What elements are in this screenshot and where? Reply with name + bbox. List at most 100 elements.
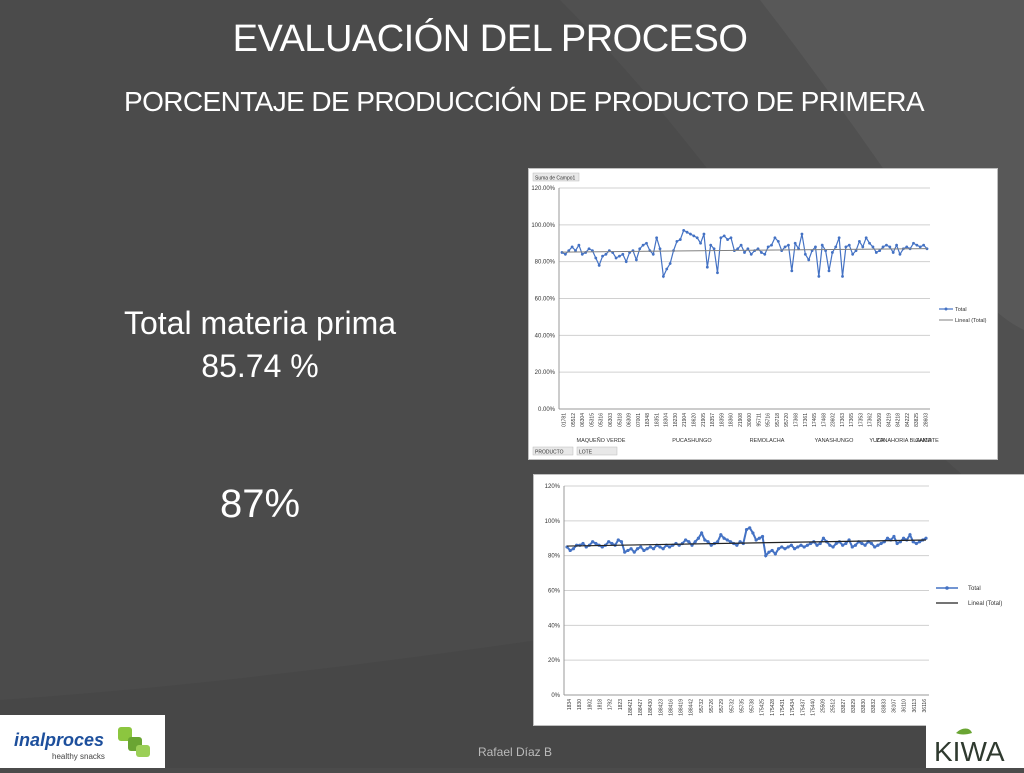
data-point [817, 275, 821, 278]
x-tick-label: 84218 [896, 413, 902, 427]
data-point [678, 238, 682, 241]
pivot-row-button [532, 446, 574, 456]
data-point [689, 232, 692, 236]
page-subtitle: PORCENTAJE DE PRODUCCIÓN DE PRODUCTO DE … [124, 86, 925, 117]
data-point [683, 538, 688, 542]
data-point [850, 545, 854, 549]
data-point [789, 543, 793, 547]
trend-line [561, 248, 928, 253]
data-point [885, 536, 890, 540]
data-point [834, 245, 838, 249]
data-point [799, 543, 803, 547]
data-point [601, 254, 604, 258]
kiwa-logo: KIWA [926, 725, 1024, 768]
data-point [702, 232, 706, 236]
data-point [770, 548, 774, 553]
data-point [614, 256, 618, 260]
data-point [911, 540, 915, 544]
x-tick-label: 95729 [719, 699, 725, 713]
group-label: YUCA [869, 438, 885, 444]
group-label: ZANAHORIA BLANCA [876, 438, 932, 444]
data-point [879, 541, 883, 546]
x-tick-label: 01781 [562, 413, 568, 427]
data-point [722, 234, 726, 238]
x-tick-label: 83827 [841, 699, 847, 713]
data-point [905, 245, 909, 249]
data-point [891, 251, 895, 254]
data-point [665, 267, 669, 271]
legend-total-marker [945, 586, 949, 590]
data-point [693, 540, 697, 544]
data-point [597, 263, 601, 267]
data-point [918, 245, 922, 249]
x-tick-label: 83829 [851, 699, 857, 713]
data-point [567, 249, 571, 253]
data-point [639, 545, 643, 549]
data-point [600, 545, 604, 549]
data-point [629, 547, 633, 551]
data-point [792, 547, 797, 551]
data-point [739, 243, 743, 247]
data-point [661, 547, 665, 551]
x-tick-label: 21908 [738, 413, 744, 427]
total-materia-value: 85.74 % [201, 348, 319, 384]
x-tick-label: 175434 [790, 699, 796, 716]
data-point [563, 252, 567, 256]
data-point [574, 249, 577, 253]
data-point [667, 545, 672, 549]
y-tick-label: 0% [551, 693, 560, 699]
data-point [908, 533, 912, 537]
data-point [696, 536, 701, 540]
data-point [793, 241, 797, 245]
x-tick-label: 25512 [831, 699, 837, 713]
data-point [655, 236, 659, 240]
data-point [773, 236, 777, 240]
data-point [729, 236, 733, 240]
x-tick-label: 06303 [608, 413, 614, 427]
x-tick-label: 06309 [627, 413, 633, 427]
data-point [770, 243, 773, 247]
x-tick-label: 83830 [861, 699, 867, 713]
x-tick-label: 188427 [638, 699, 644, 716]
data-point [821, 536, 826, 540]
data-point [571, 547, 576, 551]
x-tick-label: 175428 [770, 699, 776, 716]
data-point [719, 533, 723, 537]
x-tick-label: 17465 [812, 413, 818, 427]
data-point [709, 543, 713, 547]
x-tick-label: 18351 [654, 413, 660, 427]
data-point [764, 554, 768, 558]
data-point [860, 541, 864, 546]
data-point [699, 241, 702, 245]
x-tick-label: 175425 [760, 699, 766, 716]
data-point [610, 541, 614, 546]
data-point [587, 247, 591, 251]
data-point [873, 545, 877, 549]
data-point [858, 240, 861, 243]
data-point [796, 545, 800, 549]
data-point [716, 540, 720, 544]
data-point [776, 240, 780, 243]
x-tick-label: 95735 [739, 699, 745, 713]
data-point [901, 536, 906, 540]
data-point [871, 245, 875, 249]
x-tick-label: 17468 [821, 413, 827, 427]
data-point [748, 526, 752, 530]
data-point [736, 247, 740, 251]
x-tick-label: 23602 [831, 413, 837, 427]
x-tick-label: 28603 [923, 413, 929, 427]
x-tick-label: 17365 [849, 413, 855, 427]
legend-total-label: Total [968, 586, 981, 592]
pivot-field-button [532, 172, 580, 182]
chart-1: Suma de Campo1 0.00% 20.00% 40.00% 60.00% 80.… [531, 172, 987, 456]
data-point [692, 234, 696, 238]
data-point [912, 241, 915, 245]
logo-left-text: inalproces [14, 730, 104, 750]
group-label: PUCASHUNGO [672, 438, 712, 444]
data-point [841, 275, 844, 278]
data-point [619, 540, 624, 544]
data-point [651, 547, 656, 551]
data-point [809, 541, 813, 546]
data-point [682, 228, 686, 232]
x-tick-label: 84222 [905, 413, 911, 427]
